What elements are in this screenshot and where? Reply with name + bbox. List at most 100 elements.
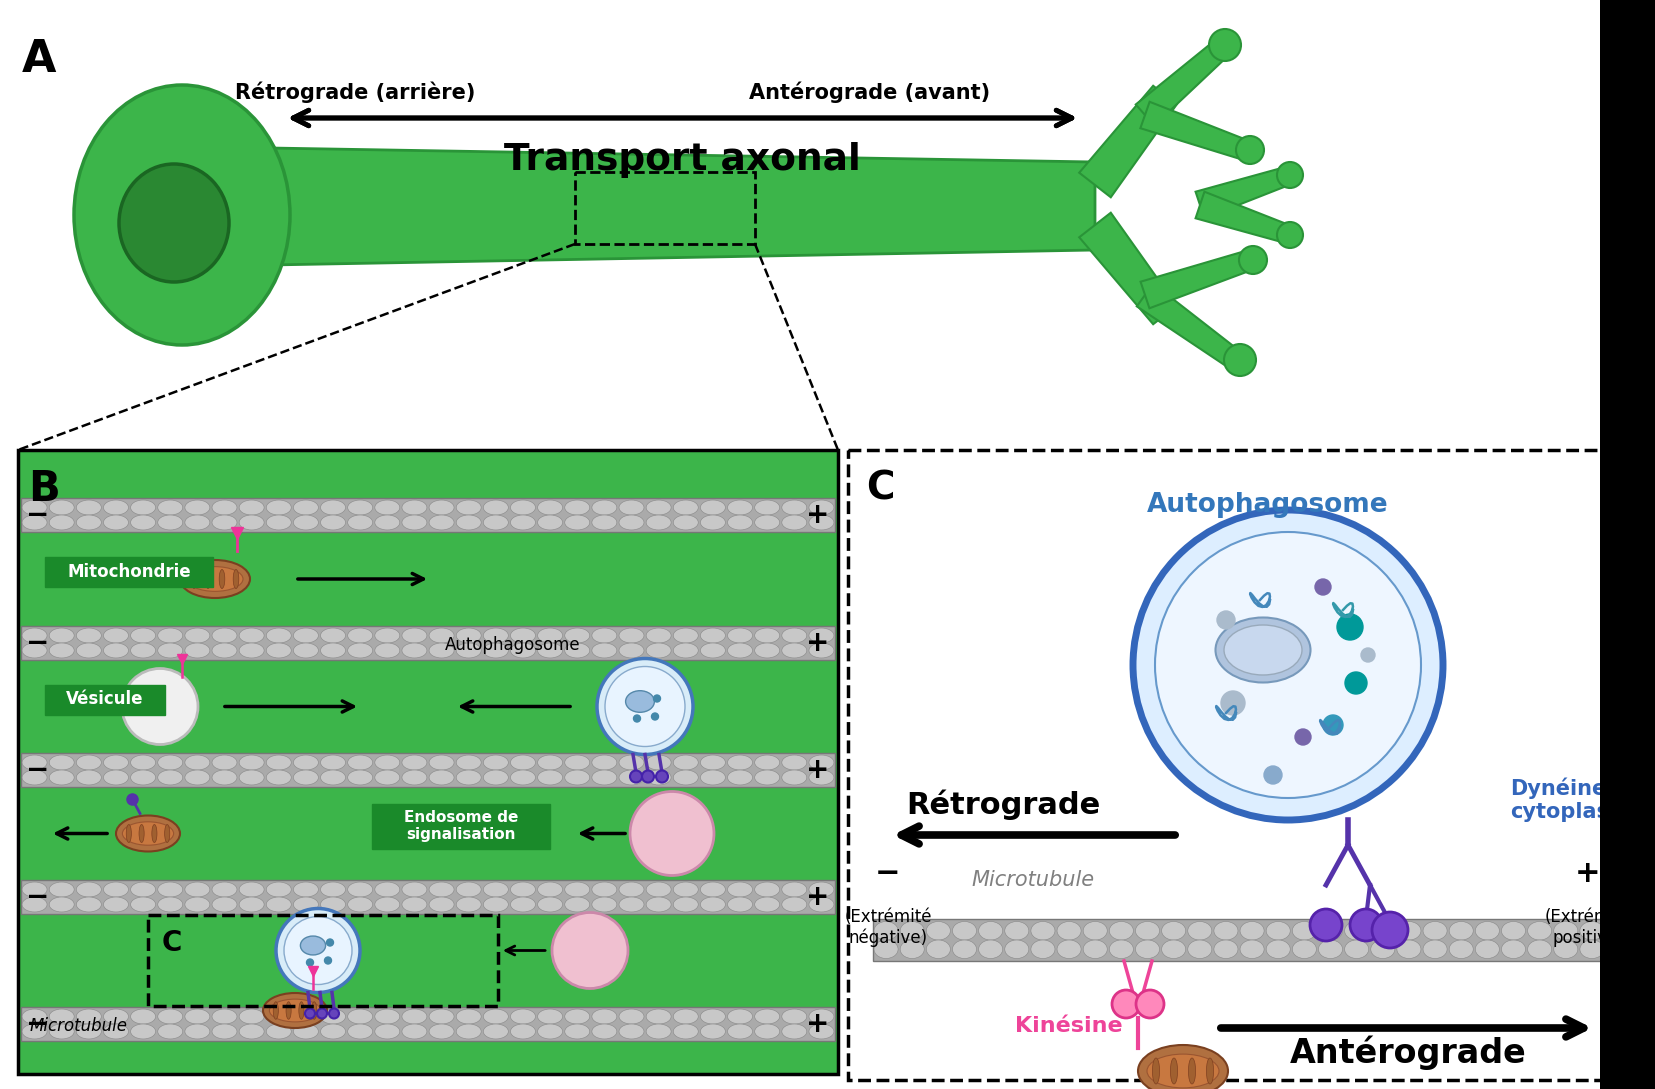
Circle shape bbox=[305, 1008, 314, 1018]
Circle shape bbox=[1346, 672, 1367, 694]
Ellipse shape bbox=[564, 1024, 589, 1039]
Ellipse shape bbox=[240, 882, 265, 897]
Ellipse shape bbox=[700, 515, 725, 530]
Ellipse shape bbox=[429, 882, 453, 897]
Text: +: + bbox=[1576, 859, 1600, 888]
Ellipse shape bbox=[22, 500, 46, 515]
Ellipse shape bbox=[809, 628, 834, 643]
Ellipse shape bbox=[510, 628, 536, 643]
Ellipse shape bbox=[927, 940, 950, 958]
Bar bbox=[574, 172, 755, 244]
Ellipse shape bbox=[1031, 940, 1054, 958]
Ellipse shape bbox=[700, 755, 725, 770]
Text: Endosome de
signalisation: Endosome de signalisation bbox=[404, 810, 518, 842]
Ellipse shape bbox=[592, 500, 617, 515]
Circle shape bbox=[642, 771, 654, 783]
Text: −: − bbox=[26, 1010, 50, 1038]
Ellipse shape bbox=[645, 515, 672, 530]
Ellipse shape bbox=[157, 897, 182, 911]
Ellipse shape bbox=[157, 628, 182, 643]
Ellipse shape bbox=[1082, 940, 1107, 958]
Ellipse shape bbox=[22, 628, 46, 643]
Ellipse shape bbox=[402, 643, 427, 658]
Ellipse shape bbox=[429, 515, 453, 530]
Ellipse shape bbox=[755, 628, 780, 643]
Ellipse shape bbox=[457, 882, 482, 897]
Polygon shape bbox=[270, 148, 1096, 265]
Ellipse shape bbox=[402, 755, 427, 770]
Ellipse shape bbox=[293, 755, 318, 770]
Ellipse shape bbox=[674, 770, 698, 785]
Ellipse shape bbox=[164, 824, 170, 843]
Ellipse shape bbox=[212, 1010, 237, 1024]
Ellipse shape bbox=[348, 515, 372, 530]
Ellipse shape bbox=[457, 897, 482, 911]
Ellipse shape bbox=[592, 882, 617, 897]
Ellipse shape bbox=[50, 628, 74, 643]
Bar bbox=[22, 626, 836, 660]
Ellipse shape bbox=[212, 1024, 237, 1039]
Circle shape bbox=[324, 957, 331, 964]
Ellipse shape bbox=[900, 940, 923, 958]
Ellipse shape bbox=[755, 643, 780, 658]
Ellipse shape bbox=[874, 940, 899, 958]
Ellipse shape bbox=[293, 770, 318, 785]
Circle shape bbox=[606, 666, 685, 746]
Ellipse shape bbox=[266, 515, 291, 530]
Ellipse shape bbox=[953, 940, 976, 958]
Ellipse shape bbox=[348, 500, 372, 515]
Ellipse shape bbox=[131, 755, 156, 770]
Ellipse shape bbox=[592, 1010, 617, 1024]
Ellipse shape bbox=[1240, 921, 1264, 940]
Ellipse shape bbox=[674, 897, 698, 911]
Ellipse shape bbox=[266, 897, 291, 911]
Ellipse shape bbox=[50, 882, 74, 897]
Ellipse shape bbox=[157, 1024, 182, 1039]
Ellipse shape bbox=[50, 1024, 74, 1039]
Ellipse shape bbox=[1240, 940, 1264, 958]
Polygon shape bbox=[1079, 86, 1177, 197]
Circle shape bbox=[1240, 246, 1268, 274]
Ellipse shape bbox=[212, 755, 237, 770]
Circle shape bbox=[597, 659, 693, 755]
Circle shape bbox=[1264, 766, 1283, 784]
Circle shape bbox=[1360, 648, 1375, 662]
Circle shape bbox=[1316, 579, 1331, 595]
Ellipse shape bbox=[1188, 940, 1211, 958]
Text: Mitochondrie: Mitochondrie bbox=[68, 563, 190, 582]
Ellipse shape bbox=[76, 1010, 101, 1024]
Ellipse shape bbox=[293, 500, 318, 515]
Ellipse shape bbox=[538, 755, 563, 770]
Ellipse shape bbox=[645, 770, 672, 785]
Ellipse shape bbox=[402, 500, 427, 515]
Ellipse shape bbox=[1170, 1059, 1178, 1084]
Ellipse shape bbox=[755, 500, 780, 515]
Ellipse shape bbox=[348, 643, 372, 658]
Ellipse shape bbox=[131, 1024, 156, 1039]
Ellipse shape bbox=[619, 882, 644, 897]
Ellipse shape bbox=[809, 897, 834, 911]
Ellipse shape bbox=[185, 500, 210, 515]
Text: +: + bbox=[806, 629, 829, 657]
Ellipse shape bbox=[1344, 921, 1369, 940]
Text: −: − bbox=[26, 501, 50, 529]
Ellipse shape bbox=[728, 1010, 753, 1024]
Ellipse shape bbox=[1058, 921, 1081, 940]
Text: A: A bbox=[22, 38, 56, 81]
Ellipse shape bbox=[728, 628, 753, 643]
Text: Microtubule: Microtubule bbox=[30, 1017, 127, 1035]
Ellipse shape bbox=[592, 643, 617, 658]
Ellipse shape bbox=[402, 628, 427, 643]
Ellipse shape bbox=[185, 643, 210, 658]
Circle shape bbox=[1337, 614, 1364, 640]
Ellipse shape bbox=[50, 1010, 74, 1024]
Ellipse shape bbox=[1215, 617, 1311, 683]
Circle shape bbox=[655, 771, 669, 783]
Ellipse shape bbox=[1109, 940, 1134, 958]
Ellipse shape bbox=[483, 628, 508, 643]
Ellipse shape bbox=[564, 1010, 589, 1024]
Circle shape bbox=[276, 908, 361, 992]
Ellipse shape bbox=[240, 770, 265, 785]
Ellipse shape bbox=[619, 770, 644, 785]
Ellipse shape bbox=[1152, 1059, 1160, 1084]
